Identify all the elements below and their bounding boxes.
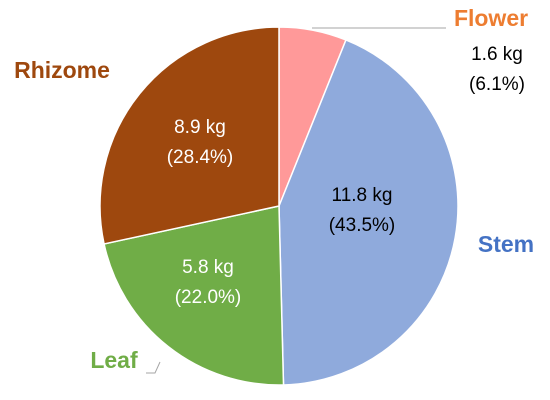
- category-label: Rhizome: [14, 57, 110, 83]
- category-label: Leaf: [90, 347, 138, 373]
- leader-line: [146, 361, 161, 374]
- percent-label: (6.1%): [469, 74, 525, 95]
- category-label: Flower: [454, 5, 528, 31]
- pie-slice: [278, 39, 459, 386]
- percent-label: (28.4%): [167, 147, 234, 168]
- pie-slice: [103, 205, 285, 386]
- percent-label: (43.5%): [329, 215, 396, 236]
- percent-label: (22.0%): [175, 287, 242, 308]
- mass-label: 5.8 kg: [182, 257, 234, 278]
- category-label: Stem: [478, 231, 534, 257]
- mass-label: 1.6 kg: [471, 44, 523, 65]
- pie-slice: [99, 26, 280, 245]
- mass-label: 8.9 kg: [174, 117, 226, 138]
- mass-label: 11.8 kg: [332, 185, 393, 206]
